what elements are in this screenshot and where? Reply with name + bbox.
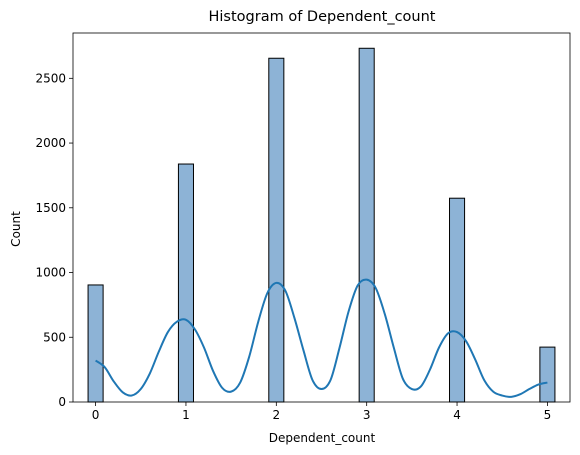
histogram-bar-4	[449, 197, 466, 403]
x-tick-label-5: 5	[544, 408, 552, 422]
y-tick-label-2: 1000	[35, 266, 66, 280]
histogram-bar-1	[177, 163, 194, 403]
x-axis-label: Dependent_count	[269, 431, 376, 445]
x-tick-label-0: 0	[92, 408, 100, 422]
x-tick-label-4: 4	[453, 408, 461, 422]
y-axis-ticks: 0 500 1000 1500 2000 2500	[35, 71, 73, 409]
y-tick-label-0: 0	[58, 395, 66, 409]
histogram-bar-3	[358, 47, 375, 403]
x-tick-label-2: 2	[272, 408, 280, 422]
chart-title: Histogram of Dependent_count	[209, 9, 436, 25]
y-tick-label-4: 2000	[35, 136, 66, 150]
x-axis-ticks: 0 1 2 3 4 5	[92, 402, 551, 422]
bars-layer	[87, 47, 556, 403]
y-tick-label-1: 500	[43, 330, 66, 344]
kde-curve	[95, 278, 548, 398]
y-tick-label-3: 1500	[35, 201, 66, 215]
y-axis-label: Count	[9, 211, 23, 247]
histogram-bar-0	[87, 284, 104, 403]
y-tick-label-5: 2500	[35, 71, 66, 85]
plot-area-frame	[72, 32, 571, 403]
x-tick-label-1: 1	[182, 408, 190, 422]
histogram-bar-5	[539, 346, 556, 403]
x-tick-label-3: 3	[363, 408, 371, 422]
histogram-bar-2	[268, 57, 285, 403]
